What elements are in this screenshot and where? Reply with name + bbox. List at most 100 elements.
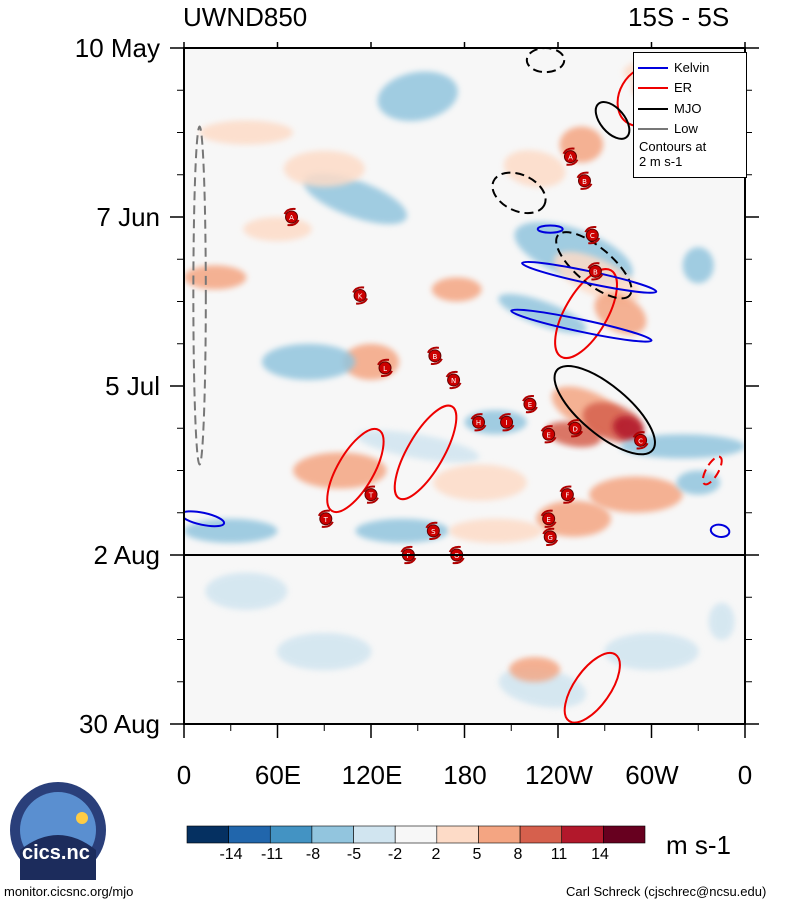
footer-url: monitor.cicsnc.org/mjo bbox=[4, 884, 134, 899]
colorbar-box bbox=[436, 825, 479, 844]
colorbar-tick: -8 bbox=[305, 846, 321, 863]
anomaly-shading bbox=[594, 292, 647, 335]
storm-label: A bbox=[289, 214, 294, 222]
colorbar-tick: 2 bbox=[431, 846, 441, 863]
legend-swatch bbox=[638, 108, 668, 110]
storm-swirl bbox=[377, 358, 393, 378]
anomaly-shading-forecast bbox=[277, 633, 371, 670]
er-contour bbox=[326, 428, 385, 513]
storm-label: C bbox=[590, 232, 595, 240]
storm-marker: A bbox=[562, 147, 579, 166]
mjo-contour bbox=[491, 171, 547, 215]
anomaly-shading bbox=[589, 476, 683, 513]
y-tick-label: 30 Aug bbox=[79, 709, 160, 739]
storm-marker: S bbox=[425, 521, 442, 540]
legend-swatch bbox=[638, 67, 668, 69]
storm-dot bbox=[426, 524, 440, 538]
storm-label: K bbox=[358, 292, 363, 300]
colorbar-box bbox=[603, 825, 646, 844]
legend-note-line: Contours at bbox=[639, 139, 707, 154]
storm-label: E bbox=[546, 431, 550, 439]
storm-label: L bbox=[383, 365, 387, 373]
storm-label: B bbox=[593, 268, 598, 276]
storm-marker: K bbox=[352, 286, 368, 305]
storm-swirl bbox=[584, 225, 601, 245]
storm-swirl bbox=[352, 286, 368, 305]
storm-label: S bbox=[431, 528, 436, 536]
storm-swirl bbox=[587, 262, 604, 281]
storm-swirl bbox=[576, 171, 593, 190]
storm-label: A bbox=[568, 154, 573, 162]
colorbar-box bbox=[311, 825, 354, 844]
colorbar-box bbox=[394, 825, 438, 844]
storm-label: C bbox=[638, 437, 643, 445]
storm-marker: G bbox=[542, 527, 559, 547]
storm-dot bbox=[285, 210, 299, 224]
anomaly-shading bbox=[536, 500, 611, 537]
storm-marker: T bbox=[317, 509, 334, 528]
logo-text: cics.nc bbox=[22, 842, 90, 864]
storm-label: E bbox=[528, 401, 532, 409]
y-tick-label: 7 Jun bbox=[96, 202, 160, 232]
storm-dot bbox=[364, 488, 378, 502]
x-tick-label: 120E bbox=[341, 760, 403, 790]
anomaly-shading bbox=[261, 343, 356, 380]
colorbar-tick: 5 bbox=[472, 846, 482, 863]
storm-swirl bbox=[567, 419, 584, 438]
x-tick-label: 120W bbox=[525, 760, 593, 790]
storm-dot bbox=[588, 264, 602, 278]
legend-label: Low bbox=[674, 121, 698, 136]
x-tick-label: 60E bbox=[254, 760, 302, 790]
anomaly-shading bbox=[184, 518, 278, 543]
storm-marker: B bbox=[576, 171, 593, 190]
storm-label: T bbox=[323, 516, 329, 524]
anomaly-shading-forecast bbox=[709, 603, 735, 640]
mjo-contour bbox=[555, 231, 633, 300]
legend: Kelvin ER MJO Low Contours at 2 m s-1 bbox=[633, 52, 747, 178]
storm-dot bbox=[500, 415, 514, 429]
colorbar-tick: 11 bbox=[550, 846, 568, 863]
x-tick-label: 180 bbox=[443, 760, 487, 790]
storm-dot bbox=[543, 530, 557, 544]
kelvin-contour bbox=[536, 224, 564, 234]
storm-swirl bbox=[559, 485, 576, 504]
storm-marker: E bbox=[540, 509, 557, 528]
legend-swatch bbox=[638, 87, 668, 89]
storm-swirl bbox=[426, 346, 443, 365]
colorbar-tick: 8 bbox=[513, 846, 523, 863]
anomaly-shading bbox=[293, 452, 387, 489]
storm-dot bbox=[353, 288, 367, 302]
colorbar-units: m s-1 bbox=[666, 830, 731, 860]
storm-swirl bbox=[470, 413, 487, 432]
y-tick-label: 5 Jul bbox=[105, 371, 160, 401]
x-tick-label: 60W bbox=[625, 760, 679, 790]
cicsnc-logo bbox=[10, 782, 106, 880]
storm-marker: L bbox=[377, 358, 393, 378]
anomaly-shading bbox=[243, 217, 312, 242]
storm-marker: E bbox=[522, 394, 538, 414]
anomaly-shading bbox=[682, 247, 714, 284]
anomaly-shading-forecast bbox=[509, 657, 560, 682]
er-contour bbox=[701, 455, 723, 486]
storm-label: N bbox=[451, 377, 456, 385]
storm-dot bbox=[447, 373, 461, 387]
storm-swirl bbox=[632, 431, 649, 450]
colorbar-tick: -11 bbox=[261, 846, 283, 863]
storm-label: B bbox=[432, 353, 437, 361]
storm-dot bbox=[523, 397, 537, 411]
colorbar-box bbox=[186, 825, 229, 844]
anomaly-shading-forecast bbox=[205, 573, 287, 610]
storm-swirl bbox=[448, 545, 465, 565]
anomaly-shading bbox=[199, 120, 294, 145]
y-tick-label: 2 Aug bbox=[93, 540, 160, 570]
storm-label: I bbox=[506, 419, 508, 427]
storm-marker: C bbox=[632, 431, 649, 450]
storm-swirl bbox=[562, 147, 579, 166]
storm-dot bbox=[319, 512, 333, 526]
anomaly-shading-forecast bbox=[604, 633, 699, 670]
x-tick-label: 0 bbox=[737, 760, 753, 790]
colorbar-tick: 14 bbox=[591, 846, 609, 863]
storm-label: D bbox=[572, 425, 577, 433]
anomaly-shading bbox=[355, 518, 449, 543]
legend-label: ER bbox=[674, 80, 693, 95]
